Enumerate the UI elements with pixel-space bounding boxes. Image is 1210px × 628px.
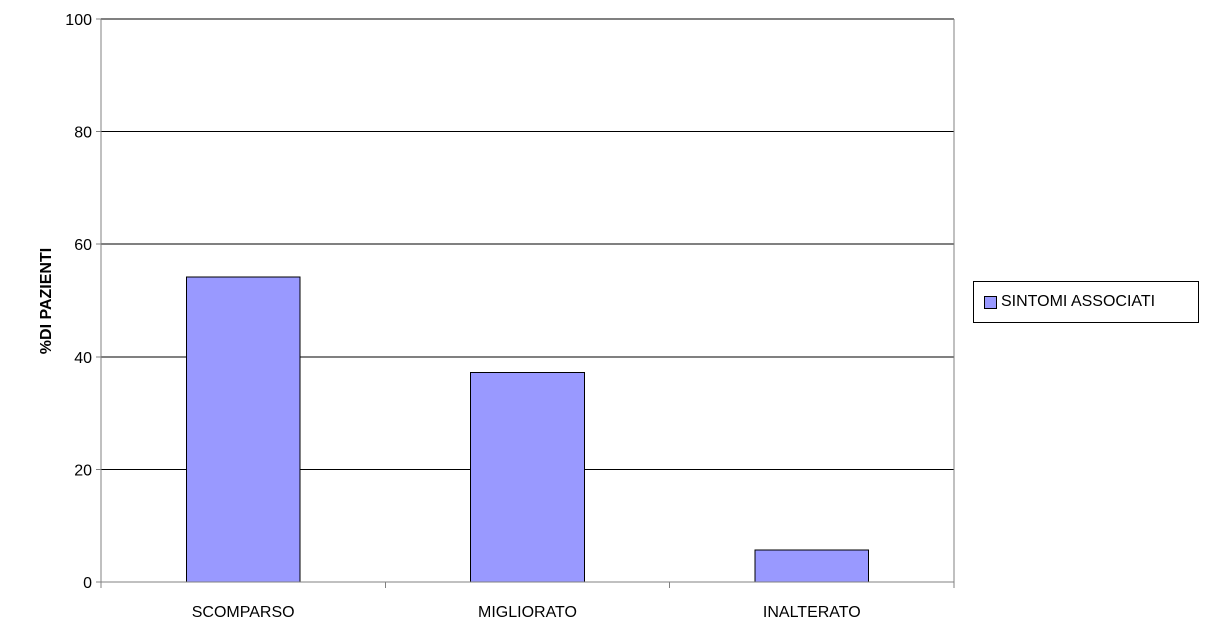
x-tick-labels: SCOMPARSO MIGLIORATO INALTERATO	[192, 604, 861, 621]
y-tick-labels: 0 20 40 60 80 100	[65, 12, 92, 592]
legend: SINTOMI ASSOCIATI	[973, 281, 1199, 323]
bar-migliorato	[470, 372, 585, 583]
x-tick-label-migliorato: MIGLIORATO	[478, 604, 577, 621]
bars	[185, 276, 870, 583]
axes	[96, 18, 955, 588]
y-tick-label: 60	[74, 237, 92, 254]
y-tick-label: 100	[65, 12, 92, 29]
y-axis-label: %DI PAZIENTI	[38, 248, 55, 354]
x-tick-label-scomparso: SCOMPARSO	[192, 604, 295, 621]
bar-scomparso	[185, 276, 301, 583]
y-tick-label: 20	[74, 462, 92, 479]
y-tick-label: 0	[83, 575, 92, 592]
legend-label: SINTOMI ASSOCIATI	[1001, 293, 1156, 310]
legend-swatch	[984, 295, 997, 309]
x-tick-label-inalterato: INALTERATO	[763, 604, 861, 621]
y-tick-label: 40	[74, 350, 92, 367]
bar-inalterato	[754, 549, 870, 583]
y-tick-label: 80	[74, 125, 92, 142]
